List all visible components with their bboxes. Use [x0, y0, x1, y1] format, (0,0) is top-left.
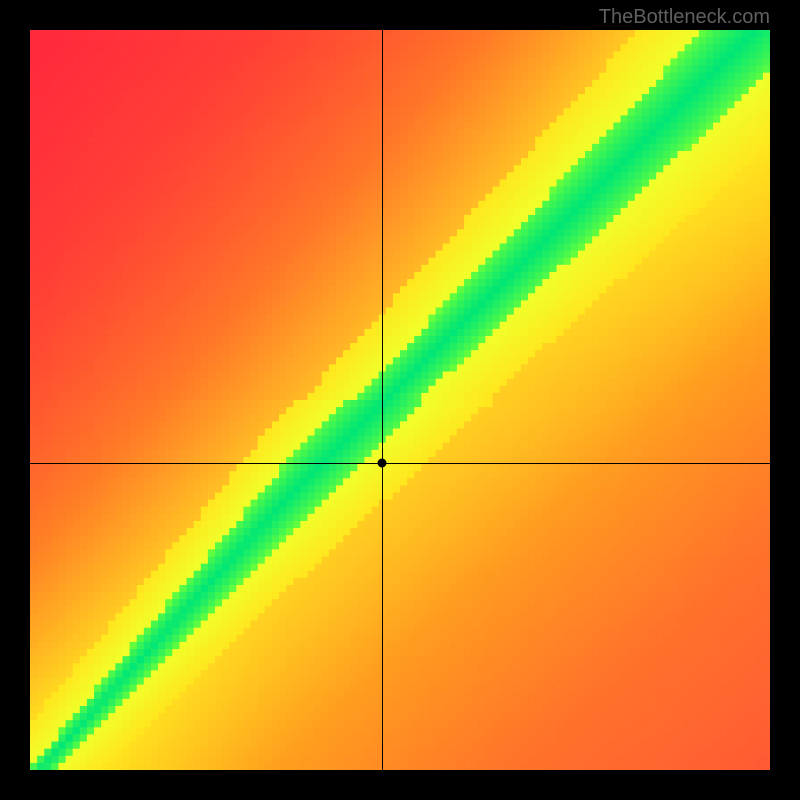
- crosshair-horizontal: [30, 463, 770, 464]
- selection-marker: [377, 458, 386, 467]
- bottleneck-heatmap: [30, 30, 770, 770]
- plot-area: [30, 30, 770, 770]
- watermark-text: TheBottleneck.com: [599, 6, 770, 29]
- crosshair-vertical: [382, 30, 383, 770]
